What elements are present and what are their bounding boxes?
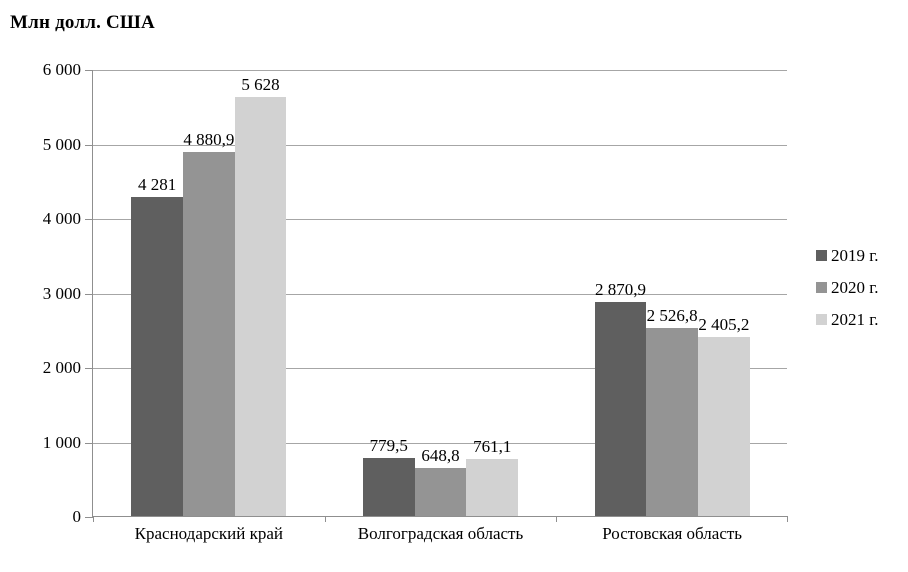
- bar-value-label: 761,1: [473, 437, 512, 457]
- bar: [594, 302, 647, 516]
- y-axis-tick: [85, 517, 93, 518]
- chart-title: Млн долл. США: [10, 12, 155, 33]
- x-axis-tick: [787, 516, 788, 522]
- bar: [182, 152, 235, 516]
- y-tick-label: 1 000: [42, 432, 81, 452]
- legend-label: 2019 г.: [831, 246, 879, 265]
- category-label: Ростовская область: [602, 524, 743, 543]
- x-axis-tick: [556, 516, 558, 522]
- legend-item: 2020 г.: [816, 278, 879, 297]
- legend-swatch: [816, 314, 827, 325]
- gridline: [93, 368, 787, 369]
- bar-value-label: 2 526,8: [646, 305, 698, 325]
- x-axis-tick: [93, 516, 94, 522]
- bar-value-label: 2 405,2: [698, 314, 750, 334]
- legend-item: 2019 г.: [816, 246, 879, 265]
- y-tick-label: 3 000: [42, 283, 81, 303]
- category-label: Краснодарский край: [134, 524, 284, 543]
- bar-value-label: 5 628: [241, 74, 280, 94]
- y-axis-tick: [85, 293, 93, 295]
- bar: [698, 336, 750, 516]
- bar-value-label: 648,8: [421, 445, 460, 465]
- bar: [362, 457, 415, 516]
- gridline: [93, 442, 787, 444]
- gridline: [93, 70, 787, 71]
- bar-value-label: 4 880,9: [183, 130, 235, 150]
- bar-value-label: 779,5: [369, 435, 408, 455]
- legend-item: 2021 г.: [816, 310, 879, 329]
- bar: [414, 467, 467, 516]
- y-tick-label: 5 000: [42, 134, 81, 154]
- gridline: [93, 293, 787, 295]
- y-axis-tick: [85, 368, 93, 369]
- category-label: Волгоградская область: [357, 524, 524, 543]
- legend-swatch: [816, 250, 827, 261]
- y-axis-tick: [85, 70, 93, 71]
- y-axis-tick: [85, 442, 93, 444]
- bar-value-label: 2 870,9: [594, 280, 646, 300]
- legend-swatch: [816, 282, 827, 293]
- x-axis-tick: [324, 516, 326, 522]
- bar: [234, 96, 287, 516]
- legend: 2019 г. 2020 г. 2021 г.: [816, 246, 879, 342]
- gridline: [93, 144, 787, 146]
- bar: [646, 327, 698, 516]
- y-axis-tick: [85, 219, 93, 220]
- y-axis-tick: [85, 144, 93, 146]
- gridline: [93, 219, 787, 220]
- y-tick-label: 6 000: [42, 60, 81, 79]
- legend-label: 2021 г.: [831, 310, 879, 329]
- legend-label: 2020 г.: [831, 278, 879, 297]
- plot-area: 0 1 000 2 000 3 000 4 000 5 000 6 000 4 281 4 88…: [43, 60, 788, 543]
- y-tick-label: 2 000: [42, 358, 81, 377]
- bar: [466, 459, 519, 516]
- bar: [131, 197, 183, 516]
- y-tick-label: 0: [72, 507, 82, 526]
- y-tick-label: 4 000: [42, 209, 81, 228]
- bar-value-label: 4 281: [138, 175, 177, 195]
